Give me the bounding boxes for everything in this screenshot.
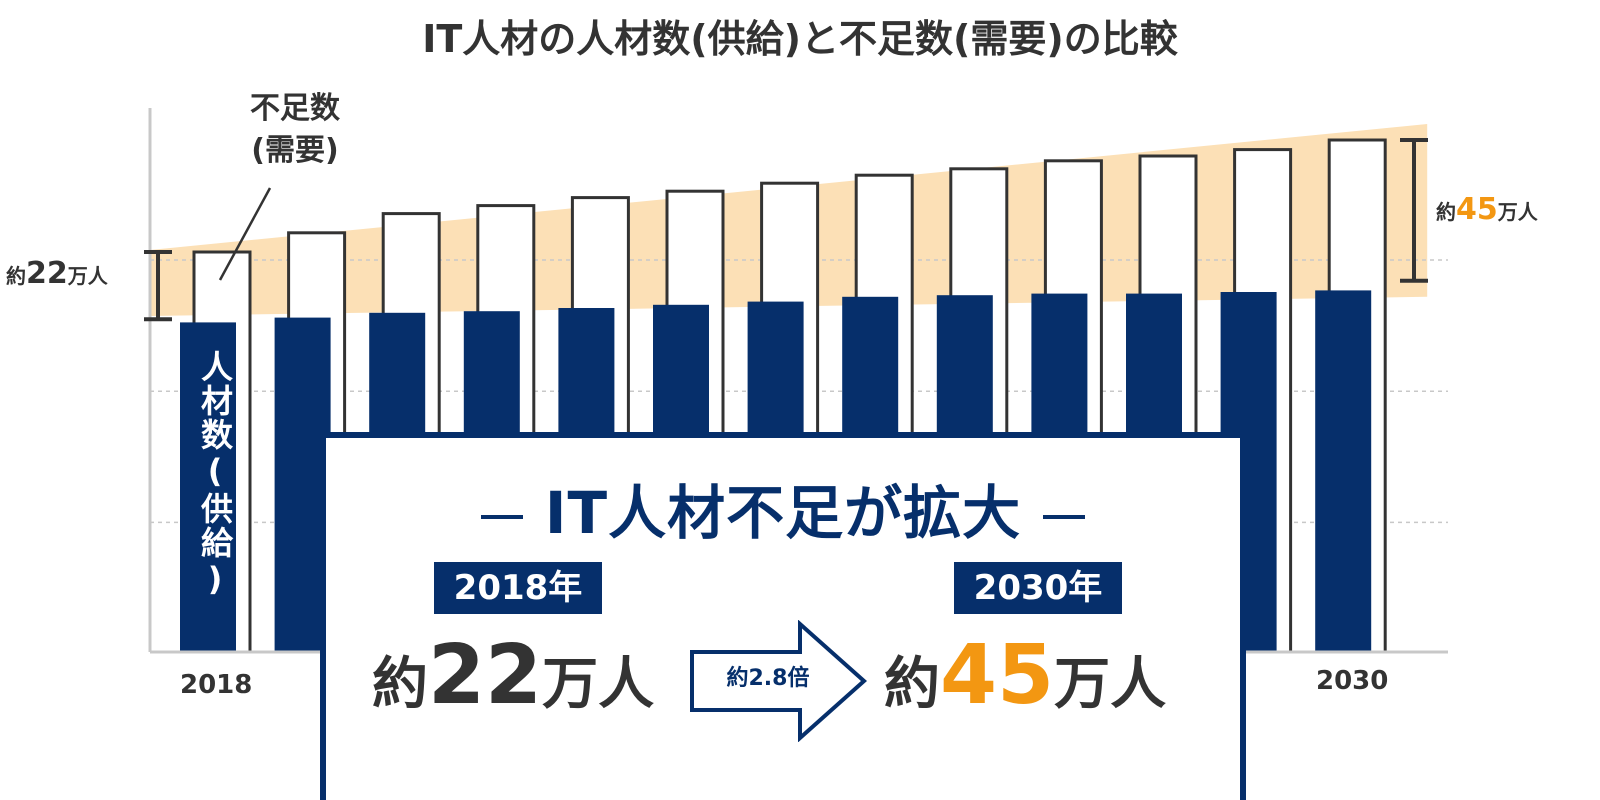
chart-title: IT人材の人材数(供給)と不足数(需要)の比較 — [422, 17, 1178, 61]
demand-label-line1: 不足数 — [250, 91, 340, 126]
x-tick-2018: 2018 — [180, 670, 253, 700]
ratio-arrow: 約2.8倍 — [688, 619, 868, 743]
amount-from-unit: 万人 — [542, 652, 655, 717]
year-badge-to: 2030年 — [954, 562, 1122, 614]
supply-series-label: 人材数(供給) — [196, 350, 234, 600]
gap-end-unit: 万人 — [1497, 200, 1538, 224]
gap-start-prefix: 約 — [6, 264, 26, 288]
arrow-icon — [690, 619, 868, 743]
demand-series-label: 不足数 (需要) — [220, 88, 370, 172]
gap-label-start: 約22万人 — [6, 256, 108, 291]
gap-label-end: 約45万人 — [1436, 192, 1538, 227]
amount-to-prefix: 約 — [884, 652, 940, 717]
demand-leader-line — [218, 187, 272, 281]
x-tick-2030: 2030 — [1316, 666, 1389, 696]
heading-dash-right — [1043, 514, 1086, 519]
gap-end-prefix: 約 — [1436, 200, 1456, 224]
gap-start-value: 22 — [26, 256, 68, 291]
amount-from-value: 22 — [428, 628, 543, 723]
heading-dash-left — [480, 514, 523, 519]
amount-to-unit: 万人 — [1054, 652, 1167, 717]
amount-from: 約22万人 — [372, 628, 654, 723]
callout-heading-text: IT人材不足が拡大 — [544, 479, 1022, 547]
summary-callout: IT人材不足が拡大 2018年 2030年 約22万人 約2.8倍 約45万人 — [320, 432, 1246, 800]
amount-from-prefix: 約 — [372, 652, 428, 717]
callout-heading: IT人材不足が拡大 — [326, 466, 1240, 550]
gap-start-unit: 万人 — [67, 264, 108, 288]
demand-label-line2: (需要) — [251, 133, 339, 168]
amount-to-value: 45 — [940, 628, 1055, 723]
supply-bar-2030 — [1315, 290, 1372, 652]
year-badge-from: 2018年 — [434, 562, 602, 614]
supply-bar-2018 — [180, 322, 236, 652]
amount-to: 約45万人 — [884, 628, 1166, 723]
gap-brackets — [144, 138, 1428, 322]
gap-bracket-start — [144, 250, 172, 322]
ratio-text: 約2.8倍 — [726, 666, 810, 691]
gap-bracket-end — [1400, 138, 1428, 283]
gap-end-value: 45 — [1456, 192, 1498, 227]
